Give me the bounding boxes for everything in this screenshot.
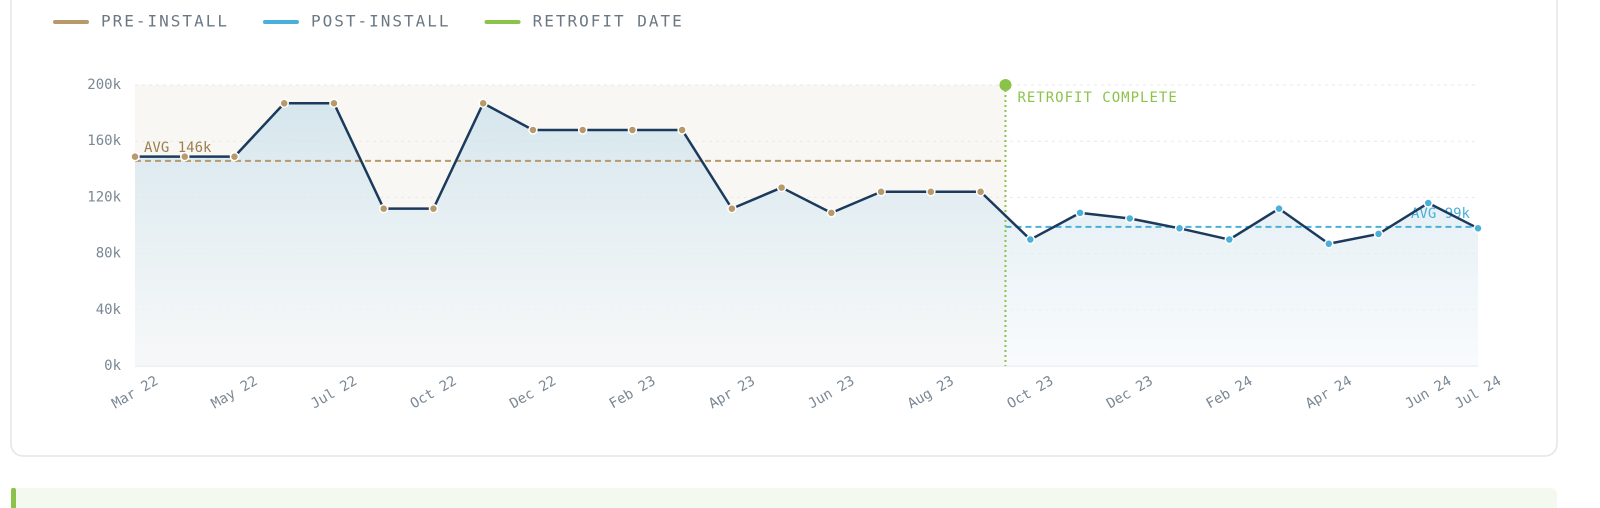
point xyxy=(677,125,687,135)
avg-label: AVG 146k xyxy=(144,140,212,156)
point xyxy=(428,203,439,214)
point xyxy=(1125,213,1135,224)
connector xyxy=(979,190,1032,241)
y-tick-label: 40k xyxy=(96,302,122,318)
point xyxy=(1423,198,1434,208)
legend-label: POST-INSTALL xyxy=(311,12,451,31)
point xyxy=(1075,208,1085,218)
y-tick-label: 0k xyxy=(104,358,121,374)
retrofit-label: RETROFIT COMPLETE xyxy=(1017,90,1177,106)
point xyxy=(130,151,140,162)
point xyxy=(776,182,787,193)
point xyxy=(378,203,389,214)
y-tick-label: 80k xyxy=(96,246,122,262)
point xyxy=(1025,234,1036,245)
area xyxy=(135,103,1478,366)
point xyxy=(1274,203,1284,214)
point xyxy=(876,187,886,197)
note-box xyxy=(11,488,1557,508)
point xyxy=(826,208,837,218)
point xyxy=(627,125,638,135)
legend-label: RETROFIT DATE xyxy=(533,12,684,31)
point xyxy=(727,203,737,214)
retrofit-dot xyxy=(999,79,1012,91)
point xyxy=(329,98,339,109)
point xyxy=(926,187,936,197)
y-tick-label: 160k xyxy=(87,133,121,149)
point xyxy=(229,151,240,162)
point xyxy=(279,98,289,109)
series-line xyxy=(1029,201,1479,246)
y-tick-label: 120k xyxy=(87,189,121,205)
legend-label: PRE-INSTALL xyxy=(101,12,229,31)
point xyxy=(528,125,538,135)
point xyxy=(1373,229,1384,239)
point xyxy=(179,151,190,162)
point xyxy=(1174,223,1185,234)
point xyxy=(478,98,488,109)
series-line xyxy=(135,102,981,215)
point xyxy=(1324,239,1334,249)
point xyxy=(975,187,986,197)
point xyxy=(577,125,588,135)
point xyxy=(1473,223,1483,234)
point xyxy=(1224,234,1235,245)
note-accent xyxy=(11,488,16,508)
y-tick-label: 200k xyxy=(87,77,121,93)
